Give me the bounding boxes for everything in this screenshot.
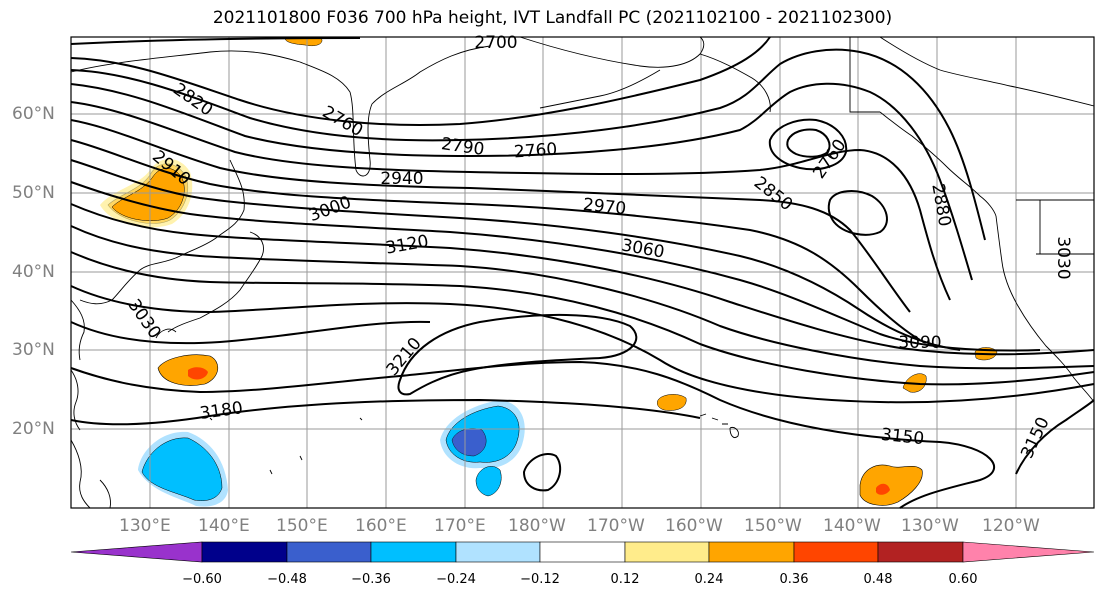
colorbar-tick-label: −0.60 (182, 572, 222, 587)
contour-label: 3030 (1053, 236, 1073, 279)
lon-label: 160°E (355, 516, 407, 536)
shade-cyan-west (141, 437, 223, 501)
lon-label: 140°W (823, 516, 881, 536)
map-frame (70, 36, 1095, 509)
contour-label: 2940 (380, 169, 423, 189)
coastlines (70, 36, 1095, 509)
shade-red-japan (188, 367, 208, 380)
shade-orange-hawaii (657, 394, 687, 411)
shade-red-se (876, 483, 890, 495)
map-title: 2021101800 F036 700 hPa height, IVT Land… (212, 8, 893, 28)
shade-cyan-mid2 (475, 466, 502, 497)
lon-label: 170°E (434, 516, 486, 536)
lon-label: 130°W (901, 516, 959, 536)
colorbar-segment (370, 541, 457, 563)
colorbar-segment (708, 541, 795, 563)
lat-label: 30°N (12, 340, 55, 360)
lon-label: 170°W (587, 516, 645, 536)
colorbar-tick-label: 0.48 (863, 572, 893, 587)
shade-orange-se (859, 464, 923, 506)
colorbar-segment (793, 541, 879, 563)
colorbar-segment (286, 541, 372, 563)
colorbar (70, 541, 1095, 563)
lon-label: 140°E (198, 516, 250, 536)
contour-label: 2700 (474, 33, 517, 53)
colorbar-extend-right (962, 541, 1095, 563)
colorbar-tick-label: 0.60 (948, 572, 978, 587)
colorbar-segment (455, 541, 541, 563)
lon-label: 160°W (665, 516, 723, 536)
shade-orange-kamchatka-inner (111, 168, 185, 221)
lat-label: 20°N (12, 419, 55, 439)
colorbar-segment (877, 541, 964, 563)
colorbar-tick-label: −0.24 (436, 572, 476, 587)
colorbar-segment (539, 541, 626, 563)
colorbar-tick-label: −0.48 (267, 572, 307, 587)
contour-label: 3150 (880, 425, 925, 449)
colorbar-extend-left (70, 541, 203, 563)
colorbar-tick-label: 0.12 (610, 572, 640, 587)
colorbar-segment (201, 541, 288, 563)
colorbar-segment (624, 541, 710, 563)
colorbar-tick-label: 0.36 (779, 572, 809, 587)
lon-label: 120°W (982, 516, 1040, 536)
lat-label: 60°N (12, 104, 55, 124)
lon-label: 180°W (508, 516, 566, 536)
lon-label: 150°E (276, 516, 328, 536)
lat-label: 40°N (12, 262, 55, 282)
lat-label: 50°N (12, 183, 55, 203)
colorbar-tick-label: −0.36 (351, 572, 391, 587)
contour-label: 2760 (513, 140, 558, 163)
lon-label: 130°E (119, 516, 171, 536)
contour-label: 3090 (898, 333, 941, 353)
height-contours (70, 36, 1095, 509)
contour-label: 2970 (582, 195, 627, 219)
shade-blue-mid (451, 428, 487, 457)
colorbar-tick-label: −0.12 (520, 572, 560, 587)
colorbar-tick-label: 0.24 (694, 572, 724, 587)
lon-label: 150°W (744, 516, 802, 536)
